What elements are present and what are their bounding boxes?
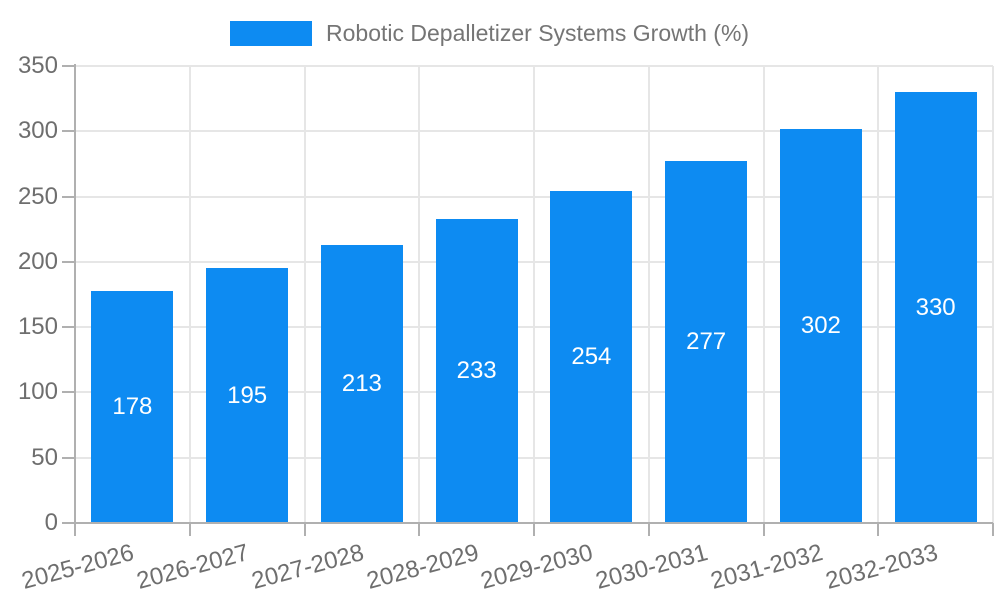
y-axis-tick	[62, 456, 75, 459]
y-tick-label: 300	[17, 117, 58, 145]
x-axis-tick	[74, 523, 76, 536]
bar-value-label: 195	[227, 381, 268, 409]
gridline-vertical	[762, 66, 765, 523]
bar: 277	[665, 161, 748, 523]
gridline-vertical	[877, 66, 880, 523]
bar-value-label: 178	[112, 392, 153, 420]
bar-value-label: 233	[456, 356, 497, 384]
x-axis-tick	[877, 523, 880, 536]
chart-legend: Robotic Depalletizer Systems Growth (%)	[0, 18, 1000, 48]
y-axis-tick	[62, 65, 75, 67]
gridline-vertical	[303, 66, 306, 523]
bar: 178	[91, 290, 174, 523]
bar: 233	[435, 218, 518, 523]
y-tick-label: 350	[17, 52, 58, 79]
bar: 213	[320, 244, 403, 523]
y-tick-label: 0	[44, 509, 58, 536]
x-axis-tick	[303, 523, 306, 536]
x-axis-tick	[992, 523, 994, 536]
gridline-vertical	[647, 66, 650, 523]
bar-value-label: 213	[341, 369, 382, 397]
y-axis-line	[74, 64, 76, 523]
x-axis-tick	[533, 523, 535, 536]
bar-value-label: 330	[915, 293, 956, 321]
gridline-vertical	[533, 66, 535, 523]
y-tick-label: 50	[31, 443, 58, 471]
x-axis-tick	[647, 523, 650, 536]
gridline-vertical	[992, 66, 994, 523]
bar-value-label: 277	[686, 328, 727, 356]
y-axis-tick	[62, 326, 75, 329]
bar: 302	[779, 128, 862, 523]
x-axis-line	[62, 522, 993, 524]
gridline-vertical	[188, 66, 191, 523]
y-tick-label: 200	[17, 247, 58, 275]
bar: 195	[206, 268, 289, 523]
y-axis-tick	[62, 391, 75, 394]
legend-swatch	[230, 21, 312, 46]
y-tick-label: 250	[17, 182, 58, 210]
y-axis-tick	[62, 195, 75, 198]
legend-label: Robotic Depalletizer Systems Growth (%)	[326, 20, 750, 46]
y-axis-tick	[62, 260, 75, 263]
x-axis-tick	[418, 523, 421, 536]
gridline-vertical	[418, 66, 421, 523]
bar: 254	[550, 191, 633, 523]
bar-value-label: 302	[800, 311, 841, 339]
y-tick-label: 150	[17, 313, 58, 341]
x-axis-tick	[762, 523, 765, 536]
y-axis-tick	[62, 130, 75, 133]
x-axis-tick	[188, 523, 191, 536]
y-tick-label: 100	[17, 378, 58, 406]
bar-value-label: 254	[571, 343, 612, 371]
bar: 330	[894, 92, 977, 523]
